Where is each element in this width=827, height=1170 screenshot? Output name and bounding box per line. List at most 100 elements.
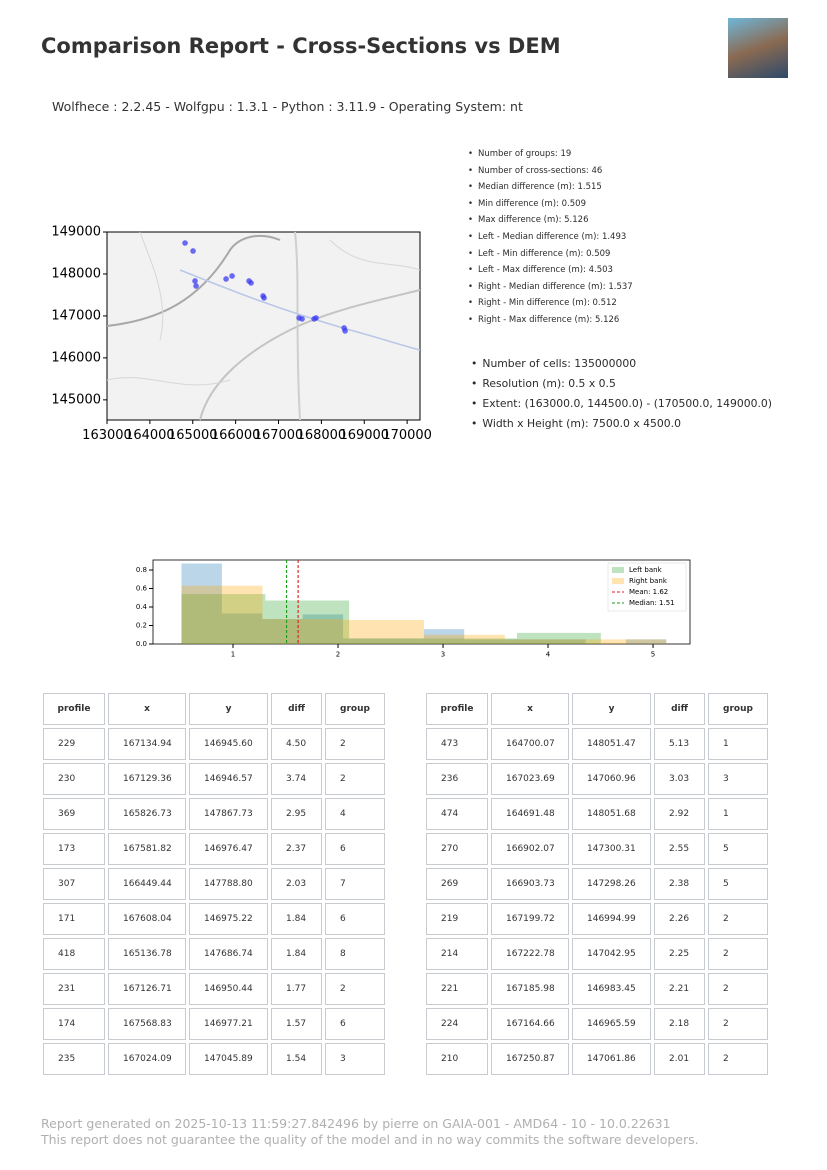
table-cell: 167024.09 bbox=[108, 1043, 186, 1075]
hist-bar bbox=[265, 600, 350, 644]
table-cell: 2.92 bbox=[654, 798, 705, 830]
summary-item: Right - Max difference (m): 5.126 bbox=[468, 312, 633, 329]
table-cell: 1 bbox=[708, 728, 768, 760]
y-tick-label: 0.4 bbox=[136, 603, 148, 611]
table-cell: 171 bbox=[43, 903, 105, 935]
x-tick-label: 169000 bbox=[339, 428, 389, 443]
legend-swatch bbox=[612, 567, 624, 573]
table-cell: 2.18 bbox=[654, 1008, 705, 1040]
table-cell: 369 bbox=[43, 798, 105, 830]
table-row: 214 167222.78 147042.95 2.25 2 bbox=[426, 938, 768, 970]
hist-bar bbox=[343, 638, 384, 644]
table-cell: 167126.71 bbox=[108, 973, 186, 1005]
table-cell: 2.01 bbox=[654, 1043, 705, 1075]
column-header: x bbox=[491, 693, 569, 725]
table-cell: 2.25 bbox=[654, 938, 705, 970]
column-header: profile bbox=[426, 693, 488, 725]
table-row: 210 167250.87 147061.86 2.01 2 bbox=[426, 1043, 768, 1075]
table-cell: 307 bbox=[43, 868, 105, 900]
header-row: profile x y diff group bbox=[426, 693, 768, 725]
legend-label: Mean: 1.62 bbox=[629, 588, 668, 596]
table-cell: 221 bbox=[426, 973, 488, 1005]
table-row: 171 167608.04 146975.22 1.84 6 bbox=[43, 903, 385, 935]
table-cell: 418 bbox=[43, 938, 105, 970]
hist-bar bbox=[504, 639, 546, 644]
column-header: diff bbox=[654, 693, 705, 725]
table-cell: 236 bbox=[426, 763, 488, 795]
table-cell: 1.57 bbox=[271, 1008, 322, 1040]
hist-bar bbox=[433, 638, 517, 644]
summary-item: Max difference (m): 5.126 bbox=[468, 212, 633, 229]
table-cell: 164691.48 bbox=[491, 798, 569, 830]
summary-item: Min difference (m): 0.509 bbox=[468, 196, 633, 213]
table-cell: 8 bbox=[325, 938, 385, 970]
y-tick-label: 147000 bbox=[51, 308, 101, 323]
charts: 1630001640001650001660001670001680001690… bbox=[51, 225, 691, 658]
table-row: 221 167185.98 146983.45 2.21 2 bbox=[426, 973, 768, 1005]
table-row: 270 166902.07 147300.31 2.55 5 bbox=[426, 833, 768, 865]
table-cell: 166902.07 bbox=[491, 833, 569, 865]
table-cell: 4 bbox=[325, 798, 385, 830]
hist-bar bbox=[349, 638, 434, 644]
table-cell: 166449.44 bbox=[108, 868, 186, 900]
point bbox=[182, 240, 188, 246]
table-cell: 2.95 bbox=[271, 798, 322, 830]
table-cell: 2.37 bbox=[271, 833, 322, 865]
table-cell: 146946.57 bbox=[189, 763, 268, 795]
table-cell: 6 bbox=[325, 833, 385, 865]
summary-item: Median difference (m): 1.515 bbox=[468, 179, 633, 196]
column-header: group bbox=[708, 693, 768, 725]
dem-info-item: Width x Height (m): 7500.0 x 4500.0 bbox=[471, 414, 772, 434]
y-tick-label: 148000 bbox=[51, 266, 101, 281]
table-cell: 270 bbox=[426, 833, 488, 865]
summary-list: Number of groups: 19Number of cross-sect… bbox=[468, 146, 633, 329]
table-row: 473 164700.07 148051.47 5.13 1 bbox=[426, 728, 768, 760]
dem-info-list: Number of cells: 135000000Resolution (m)… bbox=[471, 354, 772, 434]
table-cell: 146950.44 bbox=[189, 973, 268, 1005]
summary-item: Right - Median difference (m): 1.537 bbox=[468, 279, 633, 296]
table-cell: 166903.73 bbox=[491, 868, 569, 900]
column-header: y bbox=[572, 693, 651, 725]
hist-bar bbox=[181, 585, 263, 644]
table-cell: 3.74 bbox=[271, 763, 322, 795]
table-cell: 146975.22 bbox=[189, 903, 268, 935]
map-background bbox=[106, 231, 421, 421]
table-cell: 167250.87 bbox=[491, 1043, 569, 1075]
table-cell: 5.13 bbox=[654, 728, 705, 760]
table-cell: 2.55 bbox=[654, 833, 705, 865]
table-cell: 167185.98 bbox=[491, 973, 569, 1005]
table-cell: 214 bbox=[426, 938, 488, 970]
hist-bar bbox=[504, 639, 586, 644]
table-cell: 146994.99 bbox=[572, 903, 651, 935]
hist-bar bbox=[343, 619, 425, 644]
hist-bar bbox=[424, 634, 505, 644]
data-table: profile x y diff group 473 164700.07 148051.47 5… bbox=[423, 690, 771, 1078]
table-cell: 174 bbox=[43, 1008, 105, 1040]
point bbox=[190, 248, 196, 254]
x-tick-label: 4 bbox=[546, 650, 551, 658]
hist-bar bbox=[585, 639, 667, 644]
table-cell: 1.54 bbox=[271, 1043, 322, 1075]
x-tick-label: 168000 bbox=[297, 428, 347, 443]
table-cell: 235 bbox=[43, 1043, 105, 1075]
hist-bar bbox=[464, 639, 505, 644]
table-cell: 7 bbox=[325, 868, 385, 900]
table-cell: 2 bbox=[325, 728, 385, 760]
hist-bar bbox=[221, 613, 263, 644]
table-row: 219 167199.72 146994.99 2.26 2 bbox=[426, 903, 768, 935]
table-cell: 1.77 bbox=[271, 973, 322, 1005]
table-cell: 165826.73 bbox=[108, 798, 186, 830]
table-row: 307 166449.44 147788.80 2.03 7 bbox=[43, 868, 385, 900]
table-cell: 147867.73 bbox=[189, 798, 268, 830]
column-header: y bbox=[189, 693, 268, 725]
table-cell: 2 bbox=[325, 763, 385, 795]
hist-bar bbox=[181, 563, 222, 644]
table-cell: 146976.47 bbox=[189, 833, 268, 865]
table-row: 231 167126.71 146950.44 1.77 2 bbox=[43, 973, 385, 1005]
summary-item: Left - Median difference (m): 1.493 bbox=[468, 229, 633, 246]
hist-bar bbox=[262, 619, 344, 644]
table-row: 229 167134.94 146945.60 4.50 2 bbox=[43, 728, 385, 760]
table-cell: 2 bbox=[708, 973, 768, 1005]
table-cell: 167164.66 bbox=[491, 1008, 569, 1040]
column-header: profile bbox=[43, 693, 105, 725]
